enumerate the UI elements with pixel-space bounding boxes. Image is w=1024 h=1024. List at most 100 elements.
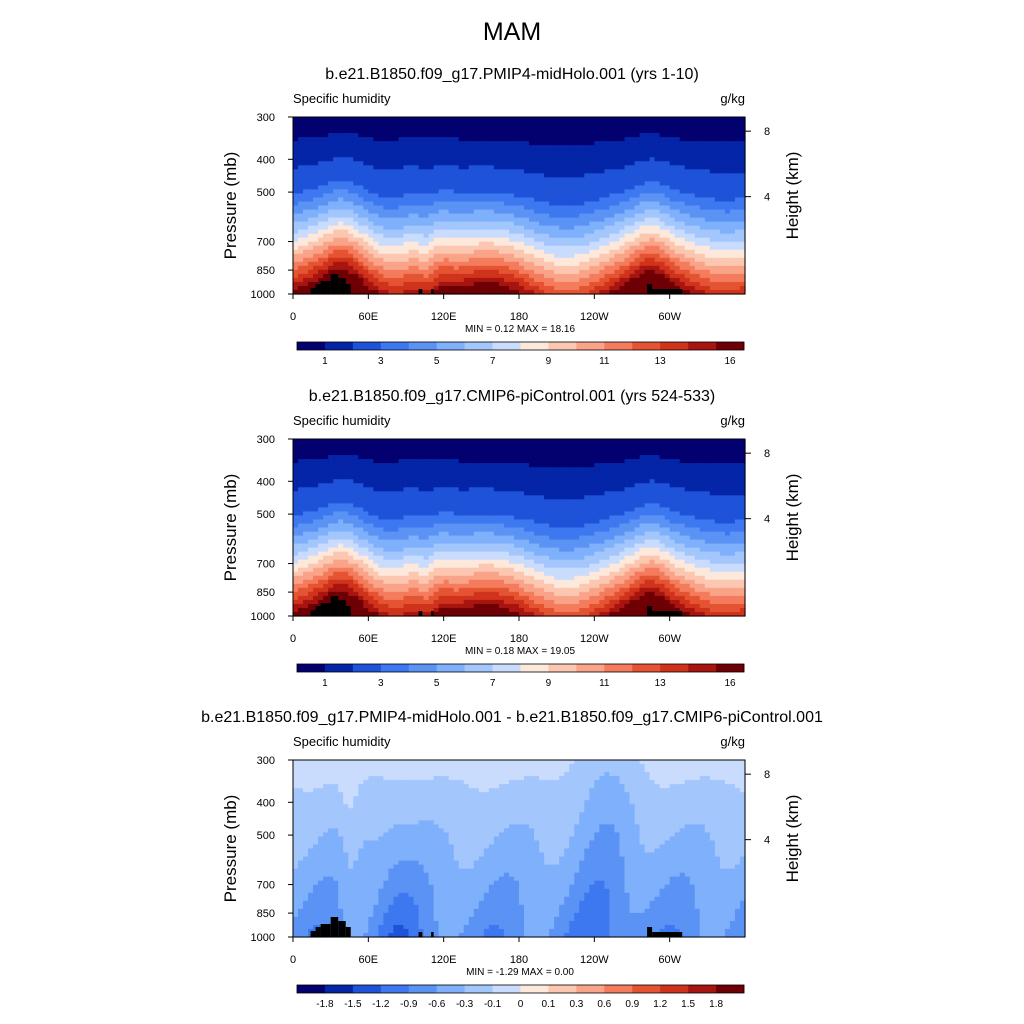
field-label: Specific humidity bbox=[293, 734, 391, 749]
terrain-block bbox=[652, 611, 683, 616]
min-max-stats: MIN = -1.29 MAX = 0.00 bbox=[466, 967, 574, 978]
colorbar-swatch bbox=[576, 664, 605, 672]
colorbar-swatch bbox=[688, 664, 717, 672]
terrain-block bbox=[330, 274, 339, 294]
terrain-block bbox=[338, 921, 346, 937]
colorbar-label: -0.3 bbox=[456, 999, 474, 1010]
terrain-block bbox=[315, 927, 321, 937]
terrain-block bbox=[345, 606, 351, 616]
terrain-block bbox=[431, 932, 434, 937]
colorbar-label: 11 bbox=[599, 356, 610, 367]
terrain-block bbox=[330, 596, 339, 616]
x-tick-label: 60W bbox=[658, 311, 681, 323]
colorbar-label: -1.8 bbox=[316, 999, 334, 1010]
y2-axis-label: Height (km) bbox=[783, 474, 802, 562]
terrain-block bbox=[338, 600, 346, 616]
x-tick-label: 180 bbox=[510, 311, 528, 323]
colorbar-swatch bbox=[688, 985, 717, 993]
contour-field bbox=[293, 117, 746, 295]
colorbar-frame bbox=[296, 663, 745, 673]
colorbar: 1 3 5 7 9 11 13 16 bbox=[296, 663, 745, 689]
terrain-block bbox=[315, 284, 321, 294]
y-tick-label: 700 bbox=[257, 559, 275, 571]
terrain-block bbox=[647, 606, 653, 616]
colorbar-swatch bbox=[632, 664, 661, 672]
colorbar-swatch bbox=[492, 342, 521, 350]
colorbar-swatch bbox=[576, 985, 605, 993]
colorbar-swatch bbox=[492, 985, 521, 993]
x-tick-label: 120W bbox=[580, 633, 609, 645]
terrain-block bbox=[320, 603, 331, 616]
colorbar-swatch bbox=[324, 342, 354, 350]
terrain-block bbox=[652, 289, 683, 294]
terrain-block bbox=[647, 284, 653, 294]
colorbar-swatch bbox=[520, 342, 549, 350]
y2-tick-label: 4 bbox=[764, 192, 770, 204]
colorbar-label: 0 bbox=[518, 999, 524, 1010]
colorbar-swatch bbox=[408, 342, 437, 350]
x-tick-label: 0 bbox=[290, 633, 296, 645]
colorbar-label: -1.2 bbox=[372, 999, 390, 1010]
colorbar-label: 9 bbox=[546, 678, 552, 689]
x-tick-label: 180 bbox=[510, 954, 528, 966]
panel-title: b.e21.B1850.f09_g17.CMIP6-piControl.001 … bbox=[309, 388, 715, 405]
terrain-block bbox=[310, 931, 316, 937]
colorbar-swatch bbox=[548, 664, 577, 672]
colorbar-frame bbox=[296, 984, 745, 994]
y2-tick-label: 8 bbox=[764, 126, 770, 138]
terrain-block bbox=[310, 610, 316, 616]
colorbar-label: 5 bbox=[434, 678, 440, 689]
colorbar-swatch bbox=[716, 985, 745, 993]
colorbar-swatch bbox=[408, 985, 437, 993]
colorbar-swatch bbox=[324, 985, 354, 993]
colorbar-swatch bbox=[492, 664, 521, 672]
x-tick-label: 60W bbox=[658, 954, 681, 966]
colorbar-label: 5 bbox=[434, 356, 440, 367]
colorbar-label: 11 bbox=[599, 678, 610, 689]
terrain-block bbox=[320, 281, 331, 294]
y2-axis-label: Height (km) bbox=[783, 795, 802, 883]
colorbar-swatch bbox=[716, 664, 745, 672]
colorbar-swatch bbox=[660, 342, 689, 350]
colorbar-label: 0.1 bbox=[541, 999, 555, 1010]
colorbar-swatch bbox=[520, 985, 549, 993]
colorbar: 1 3 5 7 9 11 13 16 bbox=[296, 341, 745, 367]
colorbar-swatch bbox=[520, 664, 549, 672]
colorbar-swatch bbox=[436, 664, 465, 672]
colorbar-swatch bbox=[632, 985, 661, 993]
x-tick-label: 60W bbox=[658, 633, 681, 645]
colorbar-swatch bbox=[464, 985, 493, 993]
terrain-block bbox=[315, 606, 321, 616]
colorbar-label: 0.6 bbox=[597, 999, 611, 1010]
terrain-block bbox=[647, 927, 653, 937]
colorbar-label: 0.9 bbox=[625, 999, 639, 1010]
colorbar-swatch bbox=[436, 985, 465, 993]
x-tick-label: 120W bbox=[580, 954, 609, 966]
y-axis-label: Pressure (mb) bbox=[221, 795, 240, 903]
colorbar-label: -1.5 bbox=[344, 999, 362, 1010]
colorbar-swatch bbox=[464, 664, 493, 672]
figure-title: MAM bbox=[482, 18, 542, 46]
x-tick-label: 120E bbox=[431, 954, 457, 966]
colorbar-swatch bbox=[604, 985, 633, 993]
colorbar-swatch bbox=[688, 342, 717, 350]
colorbar-swatch bbox=[576, 342, 605, 350]
y-tick-label: 500 bbox=[257, 187, 275, 199]
min-max-stats: MIN = 0.12 MAX = 18.16 bbox=[465, 324, 575, 335]
colorbar-swatch bbox=[352, 342, 382, 350]
x-tick-label: 0 bbox=[290, 954, 296, 966]
y2-axis-label: Height (km) bbox=[783, 152, 802, 240]
y-tick-label: 850 bbox=[257, 908, 275, 920]
y-tick-label: 400 bbox=[257, 476, 275, 488]
terrain-block bbox=[652, 932, 683, 937]
colorbar-label: 13 bbox=[655, 356, 667, 367]
colorbar-label: 0.3 bbox=[569, 999, 583, 1010]
y-tick-label: 700 bbox=[257, 880, 275, 892]
colorbar-swatch bbox=[297, 342, 326, 350]
colorbar-label: 7 bbox=[490, 678, 496, 689]
y-axis-label: Pressure (mb) bbox=[221, 474, 240, 582]
colorbar-label: 3 bbox=[378, 356, 384, 367]
y2-tick-label: 4 bbox=[764, 835, 770, 847]
colorbar-swatch bbox=[380, 985, 410, 993]
units-label: g/kg bbox=[720, 91, 745, 106]
